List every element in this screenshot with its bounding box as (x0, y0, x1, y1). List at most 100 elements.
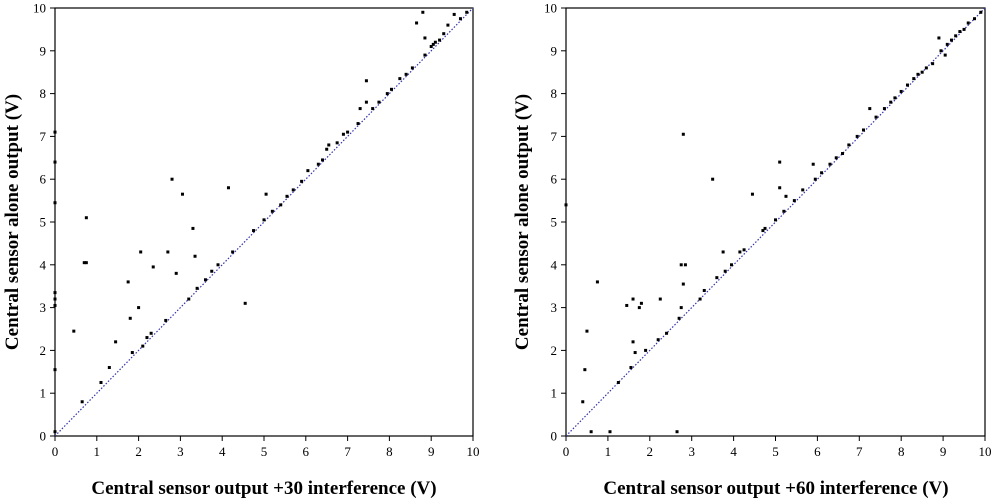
data-point (341, 132, 345, 136)
data-point (841, 152, 845, 156)
data-point (53, 201, 57, 205)
y-tick-label: 4 (551, 257, 558, 272)
data-point (801, 188, 805, 192)
x-tick-label: 10 (979, 444, 992, 459)
data-point (170, 177, 174, 181)
data-point (415, 21, 419, 25)
data-point (306, 169, 310, 173)
data-point (589, 430, 593, 434)
data-point (639, 301, 643, 305)
y-tick-label: 5 (551, 215, 558, 230)
data-point (270, 209, 274, 213)
data-point (644, 348, 648, 352)
x-tick-label: 2 (647, 444, 654, 459)
data-point (446, 23, 450, 27)
data-point (698, 297, 702, 301)
data-point (145, 336, 149, 340)
data-point (905, 83, 909, 87)
data-point (893, 96, 897, 100)
data-point (398, 77, 402, 81)
data-point (130, 351, 134, 355)
data-point (681, 132, 685, 136)
x-tick-label: 1 (605, 444, 612, 459)
y-tick-label: 9 (551, 43, 558, 58)
data-point (608, 430, 612, 434)
data-point (616, 381, 620, 384)
data-point (899, 89, 903, 93)
data-point (465, 10, 469, 14)
data-point (931, 62, 935, 66)
data-point (677, 316, 681, 320)
x-tick-label: 6 (814, 444, 821, 459)
x-tick-label: 1 (94, 444, 101, 459)
data-point (174, 271, 178, 275)
data-point (358, 107, 362, 111)
data-point (53, 291, 57, 295)
x-tick-label: 8 (898, 444, 905, 459)
data-point (702, 288, 706, 292)
data-point (763, 226, 767, 230)
data-point (943, 53, 947, 57)
x-tick-label: 2 (135, 444, 142, 459)
y-axis-label: Central sensor alone output (V) (2, 94, 23, 350)
y-tick-label: 2 (551, 343, 558, 358)
data-point (924, 66, 928, 70)
data-point (107, 366, 111, 370)
data-point (327, 143, 331, 147)
data-point (166, 250, 170, 254)
data-point (782, 209, 786, 213)
data-point (195, 286, 199, 290)
y-tick-label: 8 (40, 86, 47, 101)
data-point (346, 130, 350, 134)
x-tick-label: 5 (261, 444, 268, 459)
x-tick-label: 8 (386, 444, 393, 459)
data-point (84, 216, 88, 220)
y-tick-label: 4 (40, 257, 47, 272)
y-tick-label: 2 (40, 343, 47, 358)
y-tick-label: 1 (40, 386, 47, 401)
reference-line-y-equals-x (54, 7, 474, 437)
chart-panel-left: 0 1 2 3 4 5 6 7 8 9 10 0 1 2 3 4 5 6 7 8 9 10 Central sensor o… (2, 1, 480, 500)
data-point (410, 66, 414, 70)
data-point (53, 303, 57, 307)
data-point (750, 192, 754, 196)
data-point (226, 186, 230, 190)
data-point (958, 30, 962, 34)
data-point (683, 263, 687, 267)
data-point (834, 156, 838, 160)
y-tick-label: 10 (33, 1, 46, 16)
data-point (868, 107, 872, 111)
y-tick-label: 10 (544, 1, 557, 16)
data-point (679, 306, 683, 310)
data-point (723, 269, 727, 273)
data-point (665, 331, 669, 335)
data-point (72, 329, 76, 333)
data-point (164, 318, 168, 322)
data-point (264, 192, 268, 196)
x-tick-label: 3 (177, 444, 184, 459)
y-tick-label: 3 (551, 300, 558, 315)
data-point (364, 79, 368, 83)
data-point (742, 248, 746, 252)
data-point (966, 21, 970, 25)
data-point (715, 276, 719, 280)
data-point (300, 179, 304, 183)
x-axis-label: Central sensor output +60 interference (… (603, 478, 948, 499)
data-point (937, 36, 941, 40)
x-axis-label: Central sensor output +30 interference (… (91, 478, 436, 499)
data-point (438, 38, 442, 42)
data-point (595, 280, 599, 284)
y-axis-label: Central sensor alone output (V) (512, 94, 533, 350)
x-tick-label: 10 (467, 444, 480, 459)
data-point (828, 162, 832, 166)
data-point (187, 297, 191, 301)
x-tick-label: 7 (344, 444, 351, 459)
data-point (262, 218, 266, 222)
data-point (730, 263, 734, 267)
data-point (80, 400, 84, 404)
data-point (979, 10, 983, 14)
data-point (114, 340, 118, 344)
data-point (325, 147, 329, 151)
data-point (583, 368, 587, 372)
